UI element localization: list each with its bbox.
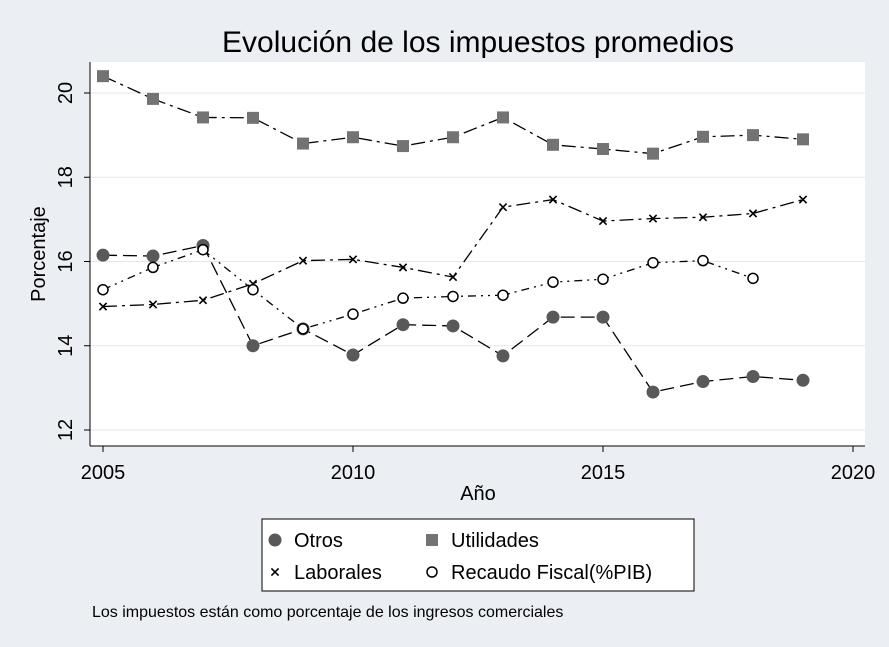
y-axis-label: Porcentaje <box>28 206 50 302</box>
data-point-recaudo-fiscal-pib <box>147 261 159 274</box>
data-point-laborales <box>648 214 658 223</box>
data-point-laborales <box>498 202 508 212</box>
data-point-utilidades <box>447 131 459 144</box>
legend-marker-otros <box>268 533 282 547</box>
x-tick-label: 2015 <box>581 462 626 484</box>
data-point-utilidades <box>247 111 259 124</box>
data-point-utilidades <box>97 70 109 83</box>
data-point-recaudo-fiscal-pib <box>347 308 359 320</box>
data-point-utilidades <box>497 111 509 124</box>
data-point-laborales <box>198 296 208 305</box>
data-point-laborales <box>148 300 158 309</box>
data-point-recaudo-fiscal-pib <box>297 323 309 335</box>
data-point-utilidades <box>747 129 759 142</box>
legend-marker-laborales <box>270 567 280 577</box>
series-line-recaudo-fiscal-pib <box>102 248 754 330</box>
series-recaudo-fiscal-pib <box>97 243 759 335</box>
data-point-recaudo-fiscal-pib <box>197 243 209 256</box>
y-tick-label: 16 <box>55 250 77 272</box>
data-point-recaudo-fiscal-pib <box>647 257 659 269</box>
series-utilidades <box>97 70 809 160</box>
data-point-recaudo-fiscal-pib <box>447 290 459 303</box>
data-point-utilidades <box>797 133 809 146</box>
data-point-otros <box>446 319 460 333</box>
data-point-utilidades <box>547 138 559 151</box>
axes: 12 14 16 18 20 2005 2010 2015 2020 <box>55 62 875 484</box>
data-point-utilidades <box>697 130 709 143</box>
legend-box <box>261 518 695 592</box>
x-tick-label: 2010 <box>331 462 376 484</box>
data-point-recaudo-fiscal-pib <box>497 289 509 301</box>
chart-note: Los impuestos están como porcentaje de l… <box>92 604 563 621</box>
data-point-otros <box>396 318 410 332</box>
data-point-recaudo-fiscal-pib <box>547 276 559 288</box>
plot-region <box>90 62 865 446</box>
data-point-utilidades <box>647 147 659 160</box>
series-layer <box>96 70 810 399</box>
data-point-recaudo-fiscal-pib <box>597 273 609 285</box>
data-point-recaudo-fiscal-pib <box>697 254 709 267</box>
data-point-recaudo-fiscal-pib <box>397 292 409 304</box>
legend-label-utilidades: Utilidades <box>451 530 539 552</box>
data-point-laborales <box>548 195 558 204</box>
data-point-otros <box>646 385 660 399</box>
data-point-utilidades <box>397 140 409 153</box>
data-point-otros <box>96 248 110 262</box>
chart-title: Evolución de los impuestos promedios <box>222 26 734 59</box>
legend: Otros Utilidades Laborales Recaudo Fiscal(%… <box>261 518 695 592</box>
y-tick-label: 12 <box>55 419 77 441</box>
data-point-otros <box>146 249 160 263</box>
data-point-utilidades <box>197 111 209 124</box>
legend-label-recaudo-fiscal-pib: Recaudo Fiscal(%PIB) <box>451 562 652 584</box>
x-axis-label: Año <box>460 483 496 505</box>
data-point-otros <box>696 375 710 389</box>
series-laborales <box>98 195 808 311</box>
legend-label-otros: Otros <box>294 530 343 552</box>
data-point-otros <box>246 339 260 353</box>
x-tick-label: 2020 <box>831 462 876 484</box>
data-point-laborales <box>698 213 708 222</box>
legend-marker-utilidades <box>426 534 438 546</box>
gridlines <box>90 92 865 431</box>
data-point-laborales <box>98 302 108 311</box>
data-point-laborales <box>748 209 758 218</box>
data-point-otros <box>546 310 560 324</box>
data-point-otros <box>596 310 610 324</box>
data-point-otros <box>746 370 760 384</box>
x-tick-label: 2005 <box>81 462 126 484</box>
data-point-otros <box>346 348 360 362</box>
data-point-utilidades <box>147 92 159 105</box>
data-point-laborales <box>598 216 608 226</box>
data-point-utilidades <box>297 137 309 150</box>
y-tick-label: 20 <box>55 82 77 104</box>
data-point-recaudo-fiscal-pib <box>97 283 109 296</box>
y-tick-label: 14 <box>55 335 77 357</box>
data-point-laborales <box>348 255 358 264</box>
data-point-otros <box>796 373 810 387</box>
legend-marker-recaudo-fiscal-pib <box>426 566 438 578</box>
data-point-otros <box>496 349 510 363</box>
y-tick-label: 18 <box>55 166 77 188</box>
legend-label-laborales: Laborales <box>294 562 382 584</box>
data-point-laborales <box>448 272 458 282</box>
data-point-laborales <box>798 195 808 204</box>
data-point-utilidades <box>597 143 609 156</box>
data-point-recaudo-fiscal-pib <box>247 283 259 296</box>
data-point-recaudo-fiscal-pib <box>747 272 759 285</box>
data-point-laborales <box>398 263 408 272</box>
data-point-utilidades <box>347 131 359 144</box>
data-point-laborales <box>298 256 308 265</box>
series-otros <box>96 238 810 399</box>
